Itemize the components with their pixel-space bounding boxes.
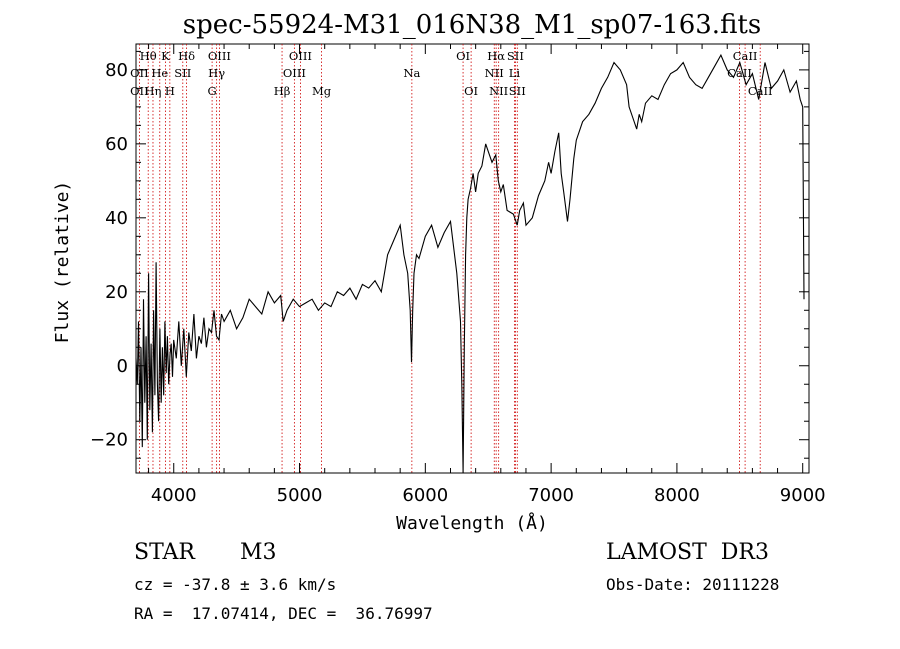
x-axis-ticks: 4000 5000 6000 7000 8000 9000: [148, 44, 826, 506]
x-tick-label: 7000: [528, 485, 574, 506]
x-tick-label: 5000: [277, 485, 323, 506]
emission-line-label: Na: [403, 66, 420, 80]
emission-line-markers: [138, 44, 761, 473]
survey-name: LAMOST DR3: [606, 540, 769, 565]
emission-line-label: OII: [130, 84, 149, 98]
emission-line-label: SII: [174, 66, 191, 80]
emission-line-label: H: [165, 84, 175, 98]
emission-line-label: CaII: [727, 66, 752, 80]
y-axis-ticks: −20 0 20 40 60 80: [90, 50, 809, 459]
x-tick-label: 4000: [151, 485, 197, 506]
observation-date: Obs-Date: 20111228: [606, 575, 780, 594]
y-tick-label: 20: [105, 282, 128, 303]
emission-line-label: OIII: [283, 66, 306, 80]
emission-line-label: OII: [130, 66, 149, 80]
y-tick-label: −20: [90, 430, 128, 451]
x-tick-label: 9000: [780, 485, 826, 506]
emission-line-label: NII: [489, 84, 508, 98]
object-class: STAR: [134, 540, 195, 565]
y-tick-label: 80: [105, 60, 128, 81]
emission-line-label: Li: [509, 66, 521, 80]
emission-line-label: SII: [509, 84, 526, 98]
emission-line-label: OI: [464, 84, 478, 98]
emission-line-label: OIII: [289, 49, 312, 63]
emission-line-label: CaII: [733, 49, 758, 63]
chart-title: spec-55924-M31_016N38_M1_sp07-163.fits: [183, 10, 761, 40]
emission-line-label: OI: [456, 49, 470, 63]
emission-line-label: OIII: [208, 49, 231, 63]
plot-frame: [135, 43, 810, 474]
emission-line-label: Hβ: [274, 84, 291, 98]
ra-dec: RA = 17.07414, DEC = 36.76997: [134, 604, 433, 623]
emission-line-label: Hη: [145, 84, 162, 98]
spectrum-line: [135, 53, 805, 474]
y-tick-label: 60: [105, 134, 128, 155]
emission-line-label: G: [208, 84, 217, 98]
emission-line-label: Hγ: [208, 66, 225, 80]
emission-line-label: NII: [485, 66, 504, 80]
y-tick-label: 0: [117, 356, 128, 377]
emission-line-label: Hα: [487, 49, 505, 63]
redshift-cz: cz = -37.8 ± 3.6 km/s: [134, 575, 337, 594]
x-axis-label: Wavelength (Å): [396, 512, 548, 534]
emission-line-label: K: [161, 49, 170, 63]
emission-line-label: Hθ: [140, 49, 157, 63]
emission-line-label: SII: [507, 49, 524, 63]
y-tick-label: 40: [105, 208, 128, 229]
x-tick-label: 8000: [654, 485, 700, 506]
object-subclass: M3: [240, 540, 277, 565]
emission-line-label: Hδ: [178, 49, 195, 63]
x-tick-label: 6000: [402, 485, 448, 506]
emission-line-label: Mg: [312, 84, 332, 98]
emission-line-label: He: [151, 66, 168, 80]
y-axis-label: Flux (relative): [52, 181, 73, 344]
